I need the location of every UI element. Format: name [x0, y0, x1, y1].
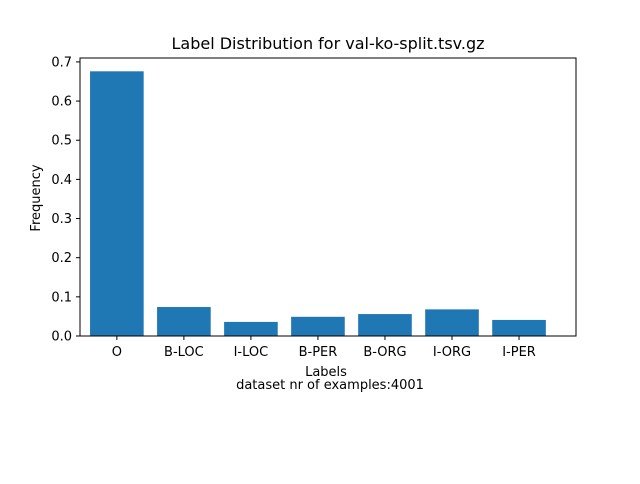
x-tick-label: B-PER — [299, 345, 338, 360]
x-tick-label: O — [112, 345, 122, 360]
y-tick-label: 0.6 — [51, 95, 72, 110]
y-tick-label: 0.5 — [51, 134, 72, 149]
bar-b-org — [358, 314, 412, 336]
bars-group — [90, 71, 546, 336]
y-axis-ticks: 0.0 0.1 0.2 0.3 0.4 0.5 0.6 0.7 — [51, 55, 80, 345]
x-tick-label: I-LOC — [234, 345, 269, 360]
bar-b-loc — [157, 307, 211, 336]
y-tick-label: 0.3 — [51, 212, 72, 227]
bar-i-org — [425, 309, 479, 336]
y-tick-label: 0.2 — [51, 251, 72, 266]
x-tick-label: I-ORG — [433, 345, 471, 360]
bar-o — [90, 71, 144, 336]
y-tick-label: 0.4 — [51, 173, 72, 188]
plot-frame — [79, 57, 577, 337]
chart-title: Label Distribution for val-ko-split.tsv.… — [171, 34, 484, 53]
y-tick-label: 0.7 — [51, 55, 72, 70]
dataset-caption: dataset nr of examples:4001 — [236, 378, 424, 393]
x-tick-label: B-LOC — [164, 345, 204, 360]
y-tick-label: 0.1 — [51, 290, 72, 305]
x-tick-label: I-PER — [502, 345, 536, 360]
y-tick-label: 0.0 — [51, 330, 72, 345]
bar-b-per — [291, 316, 345, 336]
x-tick-label: B-ORG — [363, 345, 406, 360]
bar-i-per — [492, 319, 546, 336]
y-axis-label: Frequency — [29, 164, 44, 231]
x-axis-label: Labels — [305, 365, 347, 380]
x-axis-ticks: O B-LOC I-LOC B-PER B-ORG I-ORG I-PER — [112, 336, 536, 360]
bar-i-loc — [224, 321, 278, 336]
